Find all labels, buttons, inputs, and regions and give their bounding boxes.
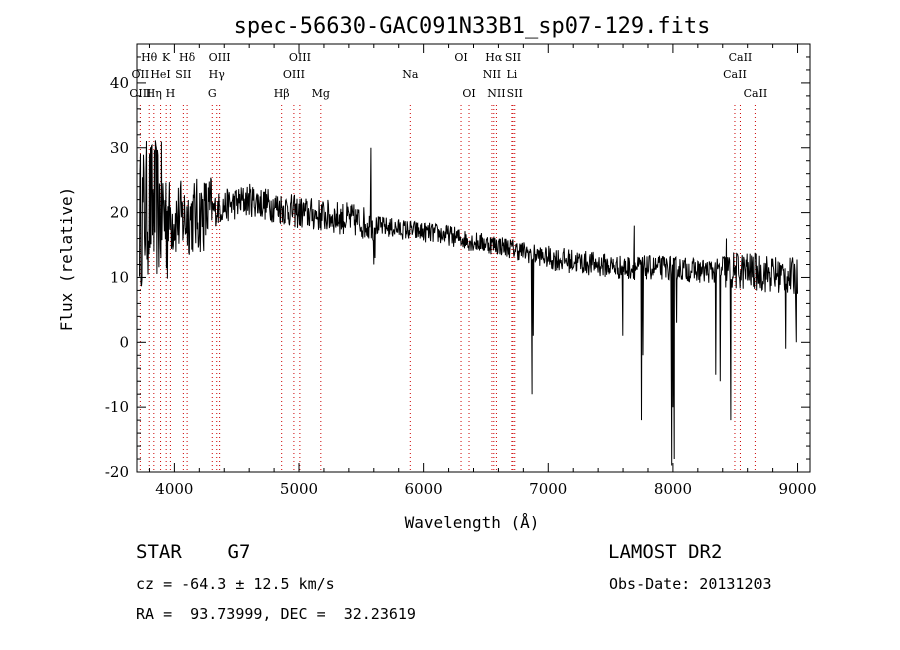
spectral-line-label: OI xyxy=(462,87,475,100)
object-class: STAR G7 xyxy=(136,541,251,563)
spectrum-line xyxy=(139,140,798,466)
survey-name: LAMOST DR2 xyxy=(608,541,723,563)
spectral-line-label: OIII xyxy=(209,51,231,64)
y-tick-label: -10 xyxy=(105,398,129,416)
spectral-line-label: SII xyxy=(175,68,191,81)
x-axis-label: Wavelength (Å) xyxy=(405,513,540,532)
y-axis-ticks: -20 -10 0 10 20 30 40 xyxy=(105,56,810,481)
spectral-line-label: NII xyxy=(483,68,501,81)
x-tick-label: 9000 xyxy=(778,480,816,498)
spectral-line-label: OIII xyxy=(129,87,151,100)
x-tick-label: 4000 xyxy=(155,480,193,498)
spectral-line-label: Mg xyxy=(312,87,330,100)
spectral-line-label: H xyxy=(166,87,176,100)
spectral-line-label: Hδ xyxy=(179,51,196,64)
spectral-line-label: G xyxy=(208,87,217,100)
spectral-line-label: OI xyxy=(454,51,467,64)
observation-date: Obs-Date: 20131203 xyxy=(609,575,772,593)
spectral-line-label: Hη xyxy=(146,87,162,100)
y-tick-label: 10 xyxy=(110,268,129,286)
plot-frame xyxy=(136,43,811,473)
spectral-line-label: Hβ xyxy=(274,87,290,100)
spectral-line-label: HeI xyxy=(150,68,170,81)
spectral-line-label: K xyxy=(162,51,171,64)
redshift-velocity: cz = -64.3 ± 12.5 km/s xyxy=(136,575,335,593)
x-tick-label: 7000 xyxy=(529,480,567,498)
spectral-line-label: Na xyxy=(402,68,419,81)
spectral-line-markers xyxy=(139,105,756,472)
spectral-line-label: Hγ xyxy=(209,68,226,81)
spectral-line-label: SII xyxy=(507,87,523,100)
x-tick-label: 6000 xyxy=(405,480,443,498)
y-tick-label: 20 xyxy=(110,204,129,222)
x-axis-ticks: 4000 5000 6000 7000 8000 9000 xyxy=(148,44,817,498)
y-tick-label: 30 xyxy=(110,139,129,157)
spectral-line-label: Hα xyxy=(485,51,503,64)
spectral-line-label: CaII xyxy=(744,87,768,100)
spectral-line-label: OII xyxy=(132,68,150,81)
spectrum-series xyxy=(139,140,798,466)
y-tick-label: 40 xyxy=(110,74,129,92)
spectral-line-label: OIII xyxy=(283,68,305,81)
chart-title: spec-56630-GAC091N33B1_sp07-129.fits xyxy=(234,14,711,39)
spectral-line-label: Li xyxy=(506,68,517,81)
coordinates: RA = 93.73999, DEC = 32.23619 xyxy=(136,605,416,623)
y-tick-label: -20 xyxy=(105,463,129,481)
spectral-line-label: SII xyxy=(505,51,521,64)
spectral-line-label: NII xyxy=(487,87,505,100)
spectral-line-label: Hθ xyxy=(141,51,158,64)
x-tick-label: 8000 xyxy=(654,480,692,498)
y-tick-label: 0 xyxy=(119,333,129,351)
spectral-line-label: CaII xyxy=(729,51,753,64)
spectral-line-label: CaII xyxy=(723,68,747,81)
x-tick-label: 5000 xyxy=(280,480,318,498)
spectral-line-label: OIII xyxy=(289,51,311,64)
y-axis-label: Flux (relative) xyxy=(57,187,76,332)
